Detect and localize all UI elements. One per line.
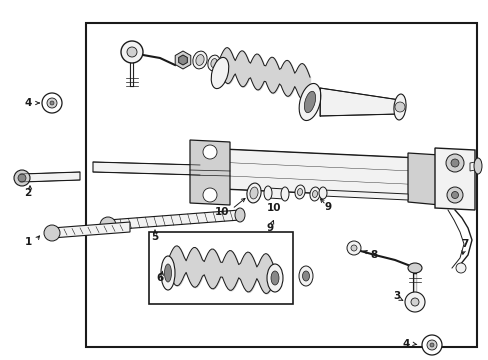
Polygon shape (267, 188, 285, 199)
Ellipse shape (294, 185, 305, 199)
Circle shape (450, 159, 458, 167)
Ellipse shape (192, 51, 207, 69)
Polygon shape (190, 140, 229, 205)
Circle shape (18, 174, 26, 182)
Bar (149, 232, 293, 304)
Polygon shape (175, 51, 190, 69)
Circle shape (455, 263, 465, 273)
Ellipse shape (266, 264, 283, 292)
Ellipse shape (281, 187, 288, 201)
Ellipse shape (211, 57, 228, 89)
Ellipse shape (318, 187, 326, 199)
Circle shape (429, 343, 433, 347)
Polygon shape (319, 88, 399, 116)
Text: 10: 10 (214, 207, 229, 217)
Text: 3: 3 (392, 291, 400, 301)
Ellipse shape (196, 55, 203, 66)
Text: 1: 1 (24, 237, 32, 247)
Circle shape (127, 47, 137, 57)
Ellipse shape (304, 91, 315, 113)
Text: 7: 7 (460, 239, 468, 249)
Circle shape (426, 340, 436, 350)
Circle shape (404, 292, 424, 312)
Ellipse shape (297, 189, 302, 195)
Polygon shape (419, 162, 469, 171)
Text: 5: 5 (151, 232, 158, 242)
Text: 2: 2 (24, 188, 32, 198)
Polygon shape (108, 210, 240, 230)
Ellipse shape (264, 186, 271, 200)
Circle shape (47, 98, 57, 108)
Ellipse shape (298, 266, 312, 286)
Circle shape (410, 298, 418, 306)
Circle shape (350, 245, 356, 251)
Ellipse shape (473, 158, 481, 174)
Ellipse shape (161, 256, 175, 290)
Ellipse shape (246, 183, 261, 203)
Text: 9: 9 (266, 223, 273, 233)
Circle shape (100, 217, 116, 233)
Circle shape (446, 187, 462, 203)
Circle shape (14, 170, 30, 186)
Polygon shape (469, 162, 474, 171)
Ellipse shape (270, 271, 279, 285)
Polygon shape (407, 153, 439, 205)
Circle shape (450, 192, 458, 198)
Text: 4: 4 (402, 339, 409, 349)
Polygon shape (93, 162, 200, 175)
Ellipse shape (207, 55, 220, 71)
Ellipse shape (302, 271, 309, 281)
Circle shape (421, 335, 441, 355)
Circle shape (394, 102, 404, 112)
Polygon shape (200, 148, 419, 198)
Text: 4: 4 (24, 98, 32, 108)
Polygon shape (52, 222, 130, 238)
Text: 10: 10 (266, 203, 281, 213)
Circle shape (44, 225, 60, 241)
Circle shape (203, 145, 217, 159)
Ellipse shape (309, 187, 319, 201)
Ellipse shape (235, 208, 244, 222)
Polygon shape (178, 55, 187, 65)
Ellipse shape (393, 94, 405, 120)
Circle shape (42, 93, 62, 113)
Ellipse shape (407, 263, 421, 273)
Circle shape (445, 154, 463, 172)
Ellipse shape (164, 264, 171, 282)
Circle shape (121, 41, 142, 63)
Ellipse shape (312, 190, 317, 198)
Circle shape (50, 101, 54, 105)
Ellipse shape (210, 59, 217, 67)
Ellipse shape (299, 84, 320, 121)
Bar (85, 23, 476, 347)
Text: 8: 8 (369, 250, 377, 260)
Text: 6: 6 (156, 273, 163, 283)
Polygon shape (323, 190, 407, 200)
Circle shape (346, 241, 360, 255)
Polygon shape (22, 172, 80, 182)
Polygon shape (434, 148, 474, 210)
Text: 9: 9 (324, 202, 331, 212)
Circle shape (203, 188, 217, 202)
Ellipse shape (249, 187, 258, 199)
